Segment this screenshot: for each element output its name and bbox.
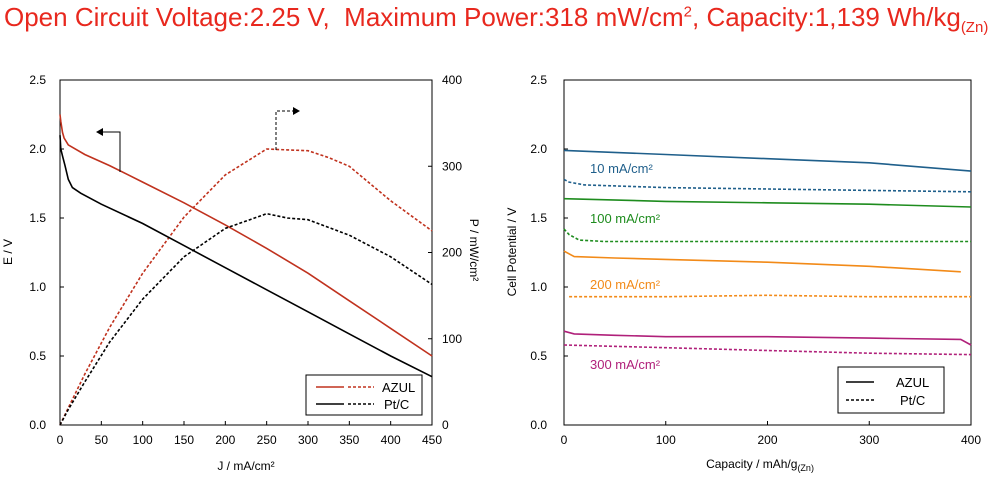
azul-300ma-line <box>563 330 972 346</box>
ptc-10ma-line <box>563 178 972 193</box>
left-axis-arrow <box>96 128 121 172</box>
y2-tick-label: 400 <box>442 73 462 87</box>
annotation-300ma: 300 mA/cm² <box>590 357 661 372</box>
x-tick-label: 200 <box>215 433 235 447</box>
ptc-200ma-line <box>569 294 971 298</box>
capacity-subscript: (Zn) <box>960 19 989 37</box>
arrow-shaft <box>275 110 298 150</box>
y-tick-label: 1.5 <box>29 211 46 225</box>
x-axis-ticks: 0 100 200 300 400 <box>561 421 981 447</box>
y-tick-label: 0.5 <box>530 349 547 363</box>
y-axis-label: E / V <box>1 239 15 265</box>
arrow-head <box>96 128 103 136</box>
legend-box <box>305 374 423 416</box>
ocv-label: Open Circuit Voltage:2.25 V, <box>4 2 330 32</box>
legend-azul-label: AZUL <box>382 380 415 395</box>
annotation-100ma: 100 mA/cm² <box>590 211 661 226</box>
x-axis-label-main: Capacity / mAh/g <box>706 457 797 471</box>
plot-series <box>563 149 972 356</box>
x-tick-label: 100 <box>133 433 153 447</box>
y-axis-ticks: 0.0 0.5 1.0 1.5 2.0 2.5 <box>29 73 64 432</box>
ptc-power-line <box>59 212 433 426</box>
annotation-200ma: 200 mA/cm² <box>590 277 661 292</box>
y-tick-label: 0.0 <box>530 418 547 432</box>
x-axis-label: Capacity / mAh/g(Zn) <box>706 457 814 473</box>
x-axis-label: J / mA/cm² <box>217 459 274 473</box>
x-tick-label: 450 <box>422 433 442 447</box>
x-tick-label: 200 <box>757 433 777 447</box>
legend-ptc-label: Pt/C <box>900 393 925 408</box>
y-tick-label: 1.0 <box>530 280 547 294</box>
capacity-label: , Capacity:1,139 Wh/kg <box>692 2 961 32</box>
arrow-head <box>293 107 300 115</box>
arrow-shaft <box>98 131 121 172</box>
x-tick-label: 50 <box>95 433 109 447</box>
y-tick-label: 1.0 <box>29 280 46 294</box>
max-power-superscript: 2 <box>683 3 692 21</box>
azul-power-line <box>59 148 433 426</box>
max-power-label: Maximum Power:318 mW/cm <box>344 2 684 32</box>
y2-axis-ticks: 0 100 200 300 400 <box>428 73 462 432</box>
ptc-300ma-line <box>563 344 972 356</box>
y-tick-label: 2.0 <box>530 142 547 156</box>
ptc-voltage-line <box>59 135 433 378</box>
y2-tick-label: 0 <box>442 418 449 432</box>
annotation-10ma: 10 mA/cm² <box>590 161 654 176</box>
y2-tick-label: 300 <box>442 159 462 173</box>
azul-voltage-line <box>59 114 433 357</box>
ptc-100ma-line <box>563 228 971 243</box>
x-tick-label: 0 <box>57 433 64 447</box>
discharge-chart: 0 100 200 300 400 0.0 0.5 1.0 1.5 2.0 2.5 Capacit… <box>505 73 981 473</box>
x-tick-label: 400 <box>961 433 981 447</box>
plot-series <box>59 114 433 426</box>
x-tick-label: 350 <box>339 433 359 447</box>
chart-header: Open Circuit Voltage:2.25 V, Maximum Pow… <box>4 2 1000 42</box>
right-axis-arrow <box>275 107 300 150</box>
polarization-chart: 0 50 100 150 200 250 300 350 400 450 0.0 0.5 1.0 1.5… <box>1 73 481 473</box>
y-tick-label: 1.5 <box>530 211 547 225</box>
x-tick-label: 150 <box>174 433 194 447</box>
x-axis-label-sub: (Zn) <box>797 463 814 473</box>
legend-box <box>837 366 945 414</box>
y2-axis-label: P / mW/cm² <box>467 219 481 281</box>
legend: AZUL Pt/C <box>305 374 423 416</box>
y2-tick-label: 200 <box>442 246 462 260</box>
azul-100ma-line <box>563 197 972 208</box>
y-tick-label: 0.0 <box>29 418 46 432</box>
x-tick-label: 400 <box>381 433 401 447</box>
x-tick-label: 250 <box>257 433 277 447</box>
y-tick-label: 2.0 <box>29 142 46 156</box>
x-tick-label: 300 <box>298 433 318 447</box>
y-tick-label: 2.5 <box>29 73 46 87</box>
y-axis-ticks: 0.0 0.5 1.0 1.5 2.0 2.5 <box>530 73 568 432</box>
x-tick-label: 0 <box>561 433 568 447</box>
legend-ptc-label: Pt/C <box>384 397 409 412</box>
legend: AZUL Pt/C <box>837 366 945 414</box>
y-tick-label: 2.5 <box>530 73 547 87</box>
legend-azul-label: AZUL <box>896 375 929 390</box>
x-tick-label: 100 <box>656 433 676 447</box>
azul-200ma-line <box>563 250 961 273</box>
y-axis-label: Cell Potential / V <box>505 208 519 297</box>
azul-10ma-line <box>563 149 972 172</box>
y2-tick-label: 100 <box>442 332 462 346</box>
y-tick-label: 0.5 <box>29 349 46 363</box>
x-tick-label: 300 <box>859 433 879 447</box>
